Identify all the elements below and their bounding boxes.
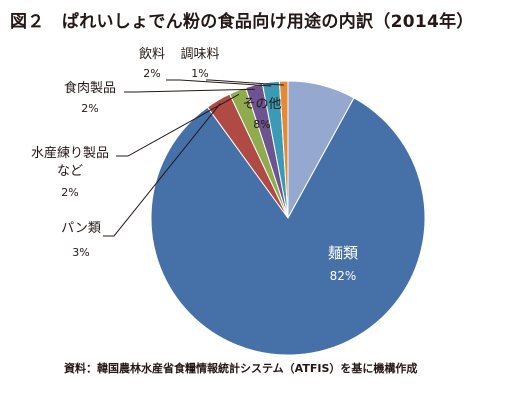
pie-slice (278, 80, 289, 219)
slice-value-label: 8% (253, 118, 270, 131)
slice-label: 水産練り製品 (31, 145, 109, 161)
slice-value-label: 1% (191, 67, 208, 80)
leader-lines (103, 79, 284, 237)
leader-line (124, 88, 255, 93)
slice-label: 調味料 (180, 47, 219, 62)
slice-value-label: 2% (143, 67, 160, 80)
page-title: 図２ ぱれいしょでん粉の食品向け用途の内訳（2014年） (10, 12, 474, 32)
leader-line (206, 79, 284, 86)
pie-slice (150, 97, 426, 356)
slice-label: 食肉製品 (64, 80, 116, 96)
leader-line (166, 79, 272, 87)
slice-value-label: 82% (330, 269, 357, 283)
slice-value-label: 2% (81, 102, 98, 115)
leader-line (103, 103, 221, 237)
source-note: 資料：韓国農林水産省食糧情報統計システム（ATFIS）を基に機構作成 (64, 362, 418, 375)
slice-label: など (57, 164, 83, 179)
slice-value-label: 2% (61, 186, 78, 199)
leader-line (116, 93, 240, 157)
slice-label: 飲料 (139, 46, 165, 62)
slice-value-label: 3% (72, 246, 89, 259)
slice-label: 麺類 (328, 244, 358, 262)
slice-label: その他 (242, 97, 281, 112)
slice-label: パン類 (61, 221, 101, 236)
pie-slices (150, 80, 426, 356)
